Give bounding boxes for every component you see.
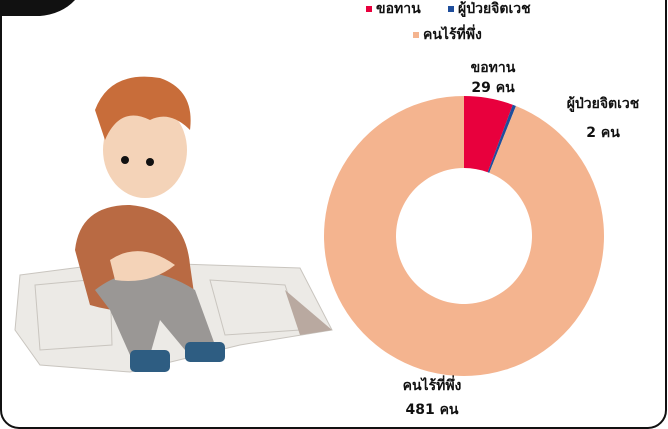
slice-value-label: 481 คน: [405, 402, 458, 418]
legend-swatch: [413, 32, 419, 38]
legend-label: ผู้ป่วยจิตเวช: [458, 1, 531, 17]
slice-category: ขอทาน: [471, 60, 516, 76]
slice-value-label: 29 คน: [471, 80, 515, 96]
illustration: [14, 76, 333, 373]
slice-category: ผู้ป่วยจิตเวช: [567, 96, 640, 112]
legend-swatch: [366, 6, 372, 12]
slice-value-label: 2 คน: [586, 125, 620, 141]
corner-tab: [0, 0, 75, 16]
donut-slice: [324, 96, 604, 377]
legend-label: ขอทาน: [376, 1, 421, 17]
slice-category: คนไร้ที่พึ่ง: [403, 375, 462, 394]
legend-swatch: [448, 6, 454, 12]
donut-slice: [487, 104, 516, 173]
donut-slice: [464, 96, 513, 173]
legend-label: คนไร้ที่พึ่ง: [423, 24, 482, 43]
